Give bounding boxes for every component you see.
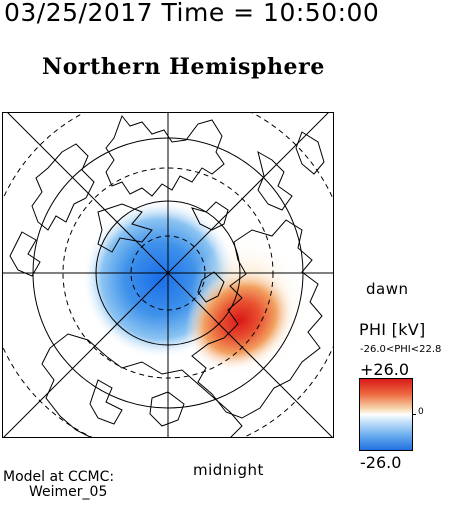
polar-map	[2, 112, 334, 438]
meridian-lines	[2, 112, 334, 438]
hemisphere-title: Northern Hemisphere	[42, 54, 325, 80]
colorbar-gradient	[359, 378, 413, 451]
dawn-label: dawn	[366, 280, 409, 298]
plot-frame	[2, 112, 334, 438]
colorbar-zero-label: 0	[418, 407, 424, 417]
colorbar-range-text: -26.0<PHI<22.8	[360, 344, 442, 355]
colorbar-title: PHI [kV]	[359, 320, 426, 339]
colorbar-max-label: +26.0	[360, 360, 410, 379]
midnight-label: midnight	[193, 461, 264, 479]
colorbar	[359, 378, 416, 451]
date-time-title: 03/25/2017 Time = 10:50:00	[4, 0, 380, 27]
model-credit-line2: Weimer_05	[29, 484, 108, 500]
colorbar-min-label: -26.0	[360, 453, 402, 472]
positive-potential-cell	[185, 268, 295, 372]
model-credit-line1: Model at CCMC:	[3, 469, 115, 485]
